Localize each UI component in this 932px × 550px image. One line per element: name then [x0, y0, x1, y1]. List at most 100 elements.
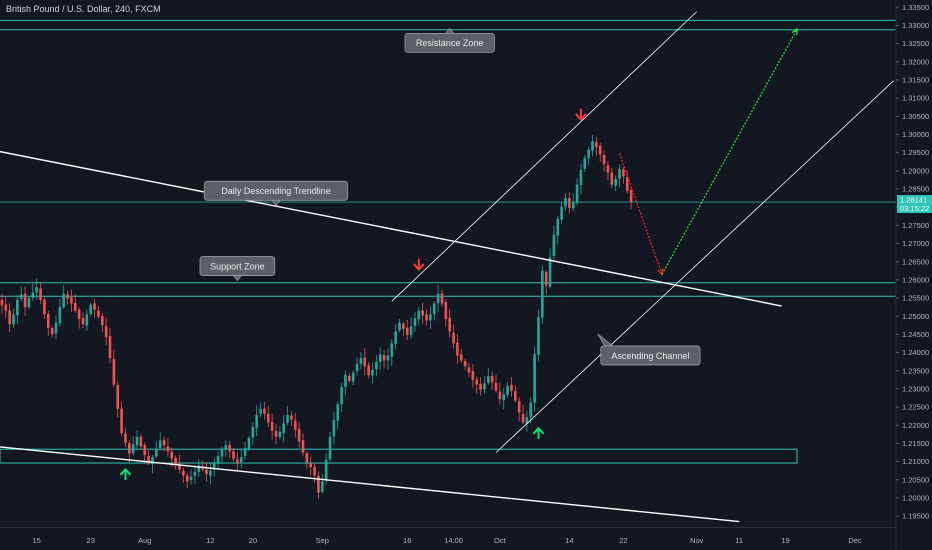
candle-body: [548, 257, 552, 287]
candle-body: [174, 457, 177, 465]
candle-body: [205, 469, 208, 475]
candle-body: [139, 436, 143, 447]
candle-body: [108, 336, 112, 358]
candle-body: [417, 310, 421, 320]
bar-countdown-label: 03:15:22: [900, 204, 929, 213]
candle-body: [390, 343, 394, 357]
candle-body: [251, 427, 255, 438]
candle-body: [239, 457, 243, 463]
lower-trendline-line: [0, 446, 740, 523]
candle-body: [336, 404, 340, 421]
candle-body: [618, 169, 621, 179]
arrow-up-icon: [119, 468, 131, 481]
candle-body: [452, 332, 455, 344]
price-tick-label: 1.32000: [902, 57, 929, 66]
callout-label: Daily Descending Trendline: [221, 186, 331, 196]
candle-body: [537, 316, 540, 355]
candle-body: [568, 198, 571, 208]
price-tick-label: 1.24000: [902, 348, 929, 357]
candle-body: [197, 465, 201, 472]
time-tick-label: 22: [619, 536, 627, 545]
time-tick-label: Aug: [138, 536, 151, 545]
candle-body: [498, 391, 502, 400]
price-tick-label: 1.25000: [902, 312, 929, 321]
candle-body: [502, 394, 506, 401]
price-tick-label: 1.19500: [902, 512, 929, 521]
candle-body: [425, 314, 428, 321]
price-tick-label: 1.23000: [902, 384, 929, 393]
candle-body: [371, 369, 374, 376]
candle-body: [143, 444, 147, 456]
candle-body: [104, 326, 108, 338]
price-axis-bg: [896, 0, 932, 550]
candle-body: [456, 342, 459, 356]
candle-body: [112, 358, 116, 385]
candle-body: [266, 413, 270, 423]
daily-descending-trendline-line: [0, 150, 782, 307]
candle-body: [571, 201, 575, 209]
candle-body: [43, 299, 46, 315]
candle-body: [490, 375, 494, 383]
callout-box: [404, 32, 495, 53]
candle-body: [46, 314, 50, 328]
candle-body: [332, 419, 336, 437]
price-tick-label: 1.30000: [902, 130, 929, 139]
candle-body: [367, 365, 370, 376]
price-tick-label: 1.31000: [902, 94, 929, 103]
callout-label: Support Zone: [210, 261, 265, 271]
candle-body: [236, 459, 239, 464]
candle-body: [494, 382, 498, 391]
candle-body: [363, 357, 367, 367]
price-tick-label: 1.23500: [902, 366, 929, 375]
time-tick-label: 19: [781, 536, 789, 545]
candle-body: [50, 328, 54, 335]
resistance-zone-callout: Resistance Zone: [404, 27, 495, 53]
candle-body: [290, 415, 293, 420]
candle-body: [432, 303, 436, 315]
candle-body: [170, 451, 174, 459]
candle-body: [591, 141, 594, 151]
candle-body: [552, 234, 556, 256]
candle-body: [62, 293, 65, 308]
candle-body: [282, 423, 286, 434]
time-tick-label: 23: [87, 536, 95, 545]
arrow-down-icon: [413, 258, 425, 271]
price-tick-label: 1.27000: [902, 239, 929, 248]
candle-body: [19, 294, 23, 299]
candle-body: [359, 357, 363, 364]
candle-body: [467, 367, 471, 373]
candle-body: [398, 322, 401, 331]
candle-body: [128, 442, 131, 454]
candle-body: [77, 309, 81, 320]
candle-body: [475, 379, 479, 385]
time-tick-label: 15: [32, 536, 40, 545]
candle-body: [35, 287, 38, 293]
candle-body: [305, 453, 309, 463]
candle-body: [151, 457, 154, 465]
candle-body: [409, 326, 413, 335]
candle-body: [471, 371, 475, 380]
price-badge-bg: [897, 195, 932, 214]
projection-up-line: [661, 28, 798, 275]
price-tick-label: 1.21000: [902, 457, 929, 466]
symbol-title: British Pound / U.S. Dollar, 240, FXCM: [6, 4, 161, 14]
candle-body: [263, 408, 266, 414]
candle-body: [162, 440, 166, 446]
candle-body: [421, 310, 424, 316]
price-tick-label: 1.20000: [902, 494, 929, 503]
candle-body: [602, 154, 606, 165]
time-tick-label: 14: [565, 536, 573, 545]
candle-body: [486, 376, 490, 383]
candle-body: [189, 476, 193, 481]
time-tick-label: 20: [249, 536, 257, 545]
candle-body: [224, 445, 228, 450]
price-tick-label: 1.27500: [902, 221, 929, 230]
candle-body: [8, 310, 11, 325]
callout-label: Ascending Channel: [611, 351, 689, 361]
candle-body: [31, 292, 35, 298]
ascending-channel-upper-line: [391, 11, 698, 302]
candle-body: [147, 455, 150, 464]
candle-body: [405, 327, 409, 336]
